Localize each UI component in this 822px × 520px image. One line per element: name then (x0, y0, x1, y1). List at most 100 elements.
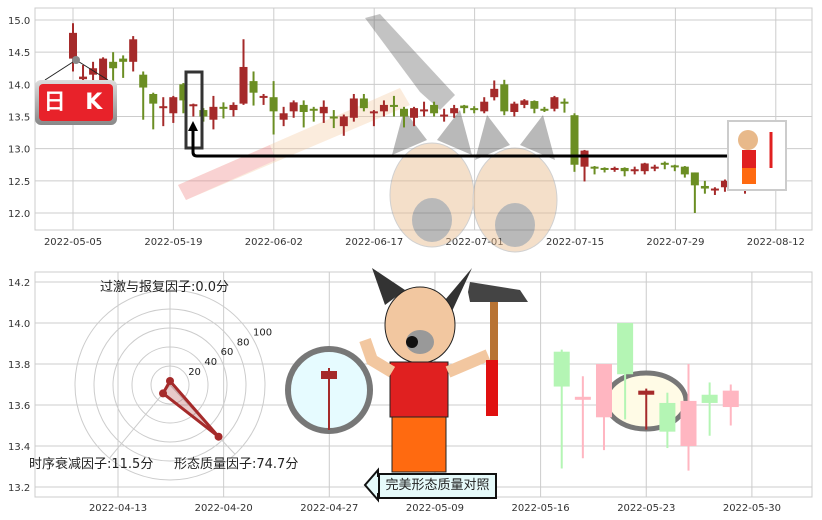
badge-string (44, 59, 77, 81)
candle-body (690, 172, 699, 186)
y-tick-label: 15.0 (8, 16, 30, 27)
candle-body (329, 116, 338, 119)
x-tick-label: 2022-08-12 (747, 237, 805, 248)
hammer-grip-icon (486, 360, 498, 416)
radar-label-time-decay: 时序衰减因子:11.5分 (29, 457, 154, 472)
y-tick-label: 12.5 (8, 177, 30, 188)
radar-point (214, 432, 223, 441)
candle-body (369, 111, 378, 114)
x-tick-label: 2022-05-19 (144, 237, 202, 248)
candle-body (279, 113, 288, 120)
candle-body (670, 165, 679, 168)
candle-body (219, 106, 228, 109)
y-tick-label: 13.0 (8, 145, 30, 156)
x-tick-label: 2022-05-16 (512, 503, 570, 514)
candle-body (259, 95, 268, 98)
badge-pin (72, 56, 80, 64)
candle-body (109, 61, 118, 69)
pants-icon (391, 416, 447, 473)
x-tick-label: 2022-07-29 (646, 237, 704, 248)
dog-snout-icon (406, 330, 434, 354)
candle-body (79, 76, 88, 80)
y-tick-label: 13.8 (8, 360, 30, 371)
candle-body (490, 88, 499, 98)
radar-point (159, 389, 168, 398)
candle-body (189, 104, 198, 107)
candle-body (500, 84, 509, 112)
candle-body (99, 58, 108, 85)
dog-heads-watermark (389, 110, 558, 253)
compare-label: 完美形态质量对照 (378, 473, 497, 499)
candle-body (595, 364, 612, 418)
radar-ring-label: 40 (204, 357, 217, 368)
badge-string (75, 59, 109, 81)
x-tick-label: 2022-04-13 (89, 503, 147, 514)
candle-body (550, 97, 559, 109)
x-tick-label: 2022-05-05 (44, 237, 102, 248)
candle-body (410, 108, 419, 118)
candle-body (630, 169, 639, 172)
candle-body (269, 97, 278, 112)
candle-body (590, 166, 599, 169)
mascot-overalls-icon (742, 150, 756, 168)
candle-body (299, 104, 308, 112)
candle-body (638, 390, 655, 395)
candle-body (440, 114, 449, 117)
hammer-grip (178, 145, 276, 200)
radar-ring-label: 100 (253, 327, 272, 338)
candle-body (169, 97, 178, 114)
candle-body (359, 98, 368, 109)
candle-body (650, 166, 659, 169)
candle-body (119, 58, 128, 62)
candle-body (640, 163, 649, 172)
candle-body (379, 104, 388, 112)
dog-ear-icon (475, 115, 510, 160)
candle-body (129, 39, 138, 62)
candle-body (249, 81, 258, 93)
candle-body (659, 402, 676, 432)
x-tick-label: 2022-05-09 (406, 503, 464, 514)
candle-body (540, 108, 549, 111)
dog-snout-icon (495, 203, 535, 247)
dog-head-icon (389, 142, 475, 248)
candle-body (510, 103, 519, 112)
candle-body (660, 162, 669, 165)
radar-ring-label: 20 (188, 367, 201, 378)
radar-point (166, 377, 174, 385)
radar-label-overreaction: 过激与报复因子:0.0分 (100, 280, 230, 295)
x-tick-label: 2022-05-30 (723, 503, 781, 514)
y-tick-label: 13.4 (8, 442, 30, 453)
dog-ear-icon (445, 268, 472, 320)
radar-polygon (161, 378, 220, 438)
hammer-head-icon (468, 282, 528, 302)
mascot-illustration (359, 268, 528, 473)
candle-body (430, 104, 439, 114)
candle-body (620, 167, 629, 172)
candle-body (720, 180, 729, 188)
arm-icon (359, 338, 396, 378)
candle-body (530, 101, 539, 109)
candle-body (580, 150, 589, 167)
radar-ring-label: 60 (221, 347, 234, 358)
y-tick-label: 14.2 (8, 278, 30, 289)
radar-axis (109, 384, 171, 459)
arrow-head-icon (188, 121, 198, 131)
candle-body (617, 323, 634, 375)
x-tick-label: 2022-05-23 (617, 503, 675, 514)
dog-nose-icon (406, 336, 418, 348)
candle-body (560, 101, 569, 104)
candle-body (159, 106, 168, 109)
candle-body (710, 188, 719, 191)
candle-body (139, 74, 148, 88)
x-tick-label: 2022-06-17 (345, 237, 403, 248)
mascot-thumbnail (727, 120, 787, 191)
candle-body (480, 101, 489, 112)
radar-ring-label: 80 (237, 337, 250, 348)
candle-body (680, 166, 689, 175)
dog-ear-icon (392, 110, 427, 155)
daily-k-badge: 日 K (35, 80, 117, 125)
candle-body (520, 100, 529, 105)
overalls-icon (389, 361, 449, 418)
match-arrow-line (191, 128, 728, 158)
